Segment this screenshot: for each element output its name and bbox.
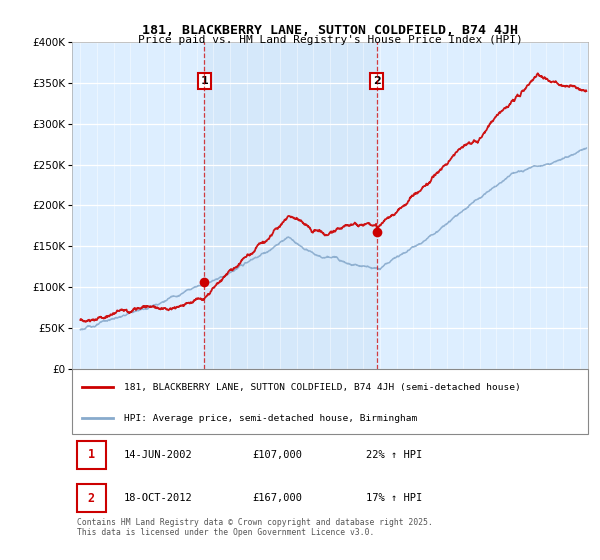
Text: 17% ↑ HPI: 17% ↑ HPI bbox=[366, 493, 422, 503]
Text: 1: 1 bbox=[88, 449, 95, 461]
Text: 181, BLACKBERRY LANE, SUTTON COLDFIELD, B74 4JH (semi-detached house): 181, BLACKBERRY LANE, SUTTON COLDFIELD, … bbox=[124, 383, 520, 392]
Text: 18-OCT-2012: 18-OCT-2012 bbox=[124, 493, 193, 503]
Text: Contains HM Land Registry data © Crown copyright and database right 2025.
This d: Contains HM Land Registry data © Crown c… bbox=[77, 518, 433, 537]
FancyBboxPatch shape bbox=[72, 369, 588, 435]
Text: 22% ↑ HPI: 22% ↑ HPI bbox=[366, 450, 422, 460]
Text: 1: 1 bbox=[200, 76, 208, 86]
Text: 14-JUN-2002: 14-JUN-2002 bbox=[124, 450, 193, 460]
Bar bbox=[205, 42, 377, 369]
FancyBboxPatch shape bbox=[77, 441, 106, 469]
Text: 2: 2 bbox=[88, 492, 95, 505]
FancyBboxPatch shape bbox=[77, 484, 106, 512]
Text: £107,000: £107,000 bbox=[253, 450, 302, 460]
Text: HPI: Average price, semi-detached house, Birmingham: HPI: Average price, semi-detached house,… bbox=[124, 413, 417, 422]
Text: £167,000: £167,000 bbox=[253, 493, 302, 503]
Text: 2: 2 bbox=[373, 76, 380, 86]
Text: 181, BLACKBERRY LANE, SUTTON COLDFIELD, B74 4JH: 181, BLACKBERRY LANE, SUTTON COLDFIELD, … bbox=[142, 24, 518, 36]
Text: Price paid vs. HM Land Registry's House Price Index (HPI): Price paid vs. HM Land Registry's House … bbox=[137, 35, 523, 45]
